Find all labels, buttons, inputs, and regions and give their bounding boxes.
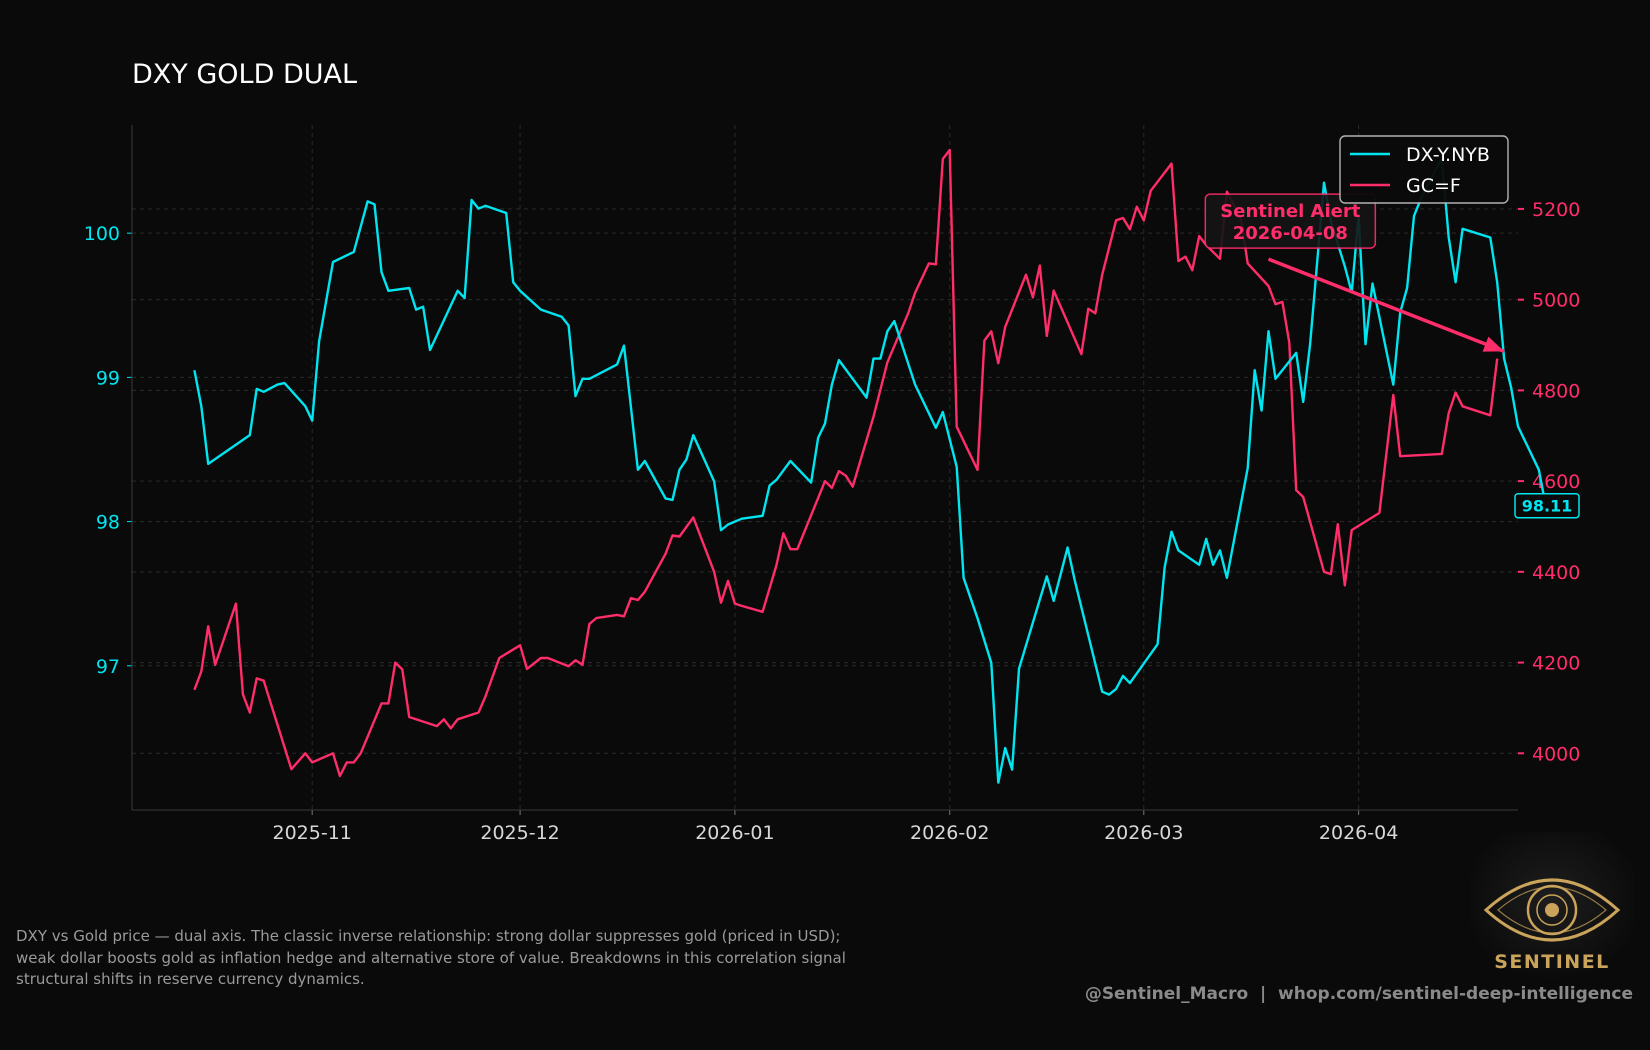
sentinel-logo: SENTINEL xyxy=(1470,832,1635,982)
series-line-dxy xyxy=(193,157,1547,784)
axes: 2025-11 2025-12 2026-01 2026-02 2026-03 2026-… xyxy=(84,125,1580,844)
y-right-tick-label: 5200 xyxy=(1532,199,1580,221)
annotation-label-line1: Sentinel Aiert xyxy=(1220,201,1360,222)
y-left-tick-label: 97 xyxy=(96,656,120,678)
y-left-tick-label: 99 xyxy=(96,367,120,389)
y-right-tick-label: 4400 xyxy=(1532,562,1580,584)
chart-title: DXY GOLD DUAL xyxy=(132,59,357,90)
series-line-gold xyxy=(193,148,1499,778)
y-right-tick-label: 4800 xyxy=(1532,380,1580,402)
x-tick-label: 2025-12 xyxy=(480,822,559,844)
footer-separator: | xyxy=(1259,984,1267,1004)
footer-site[interactable]: whop.com/sentinel-deep-intelligence xyxy=(1278,984,1633,1004)
x-tick-label: 2026-02 xyxy=(910,822,989,844)
x-tick-label: 2025-11 xyxy=(272,822,351,844)
y-right-tick-label: 4200 xyxy=(1532,653,1580,675)
legend-label: DX-Y.NYB xyxy=(1406,144,1490,166)
legend-label: GC=F xyxy=(1406,175,1461,197)
last-value-badge-label: 98.11 xyxy=(1522,497,1573,516)
y-right-tick-label: 4000 xyxy=(1532,743,1580,765)
annotation-arrow-shaft xyxy=(1267,257,1505,354)
logo-text: SENTINEL xyxy=(1494,951,1610,973)
y-right-tick-label: 4600 xyxy=(1532,471,1580,493)
annotation-arrow-head xyxy=(1482,336,1505,352)
x-tick-label: 2026-04 xyxy=(1319,822,1398,844)
footer-handle[interactable]: @Sentinel_Macro xyxy=(1084,984,1249,1004)
x-tick-label: 2026-03 xyxy=(1104,822,1183,844)
x-tick-label: 2026-01 xyxy=(695,822,774,844)
annotation-box xyxy=(1204,193,1377,249)
last-value-badge xyxy=(1514,492,1580,519)
eye-icon xyxy=(1483,878,1621,942)
annotation-label-line2: 2026-04-08 xyxy=(1233,223,1348,244)
y-left-tick-label: 98 xyxy=(96,512,120,534)
legend: DX-Y.NYB GC=F xyxy=(1339,135,1509,204)
footer-credits: @Sentinel_Macro | whop.com/sentinel-deep… xyxy=(1085,984,1633,1004)
chart-caption: DXY vs Gold price — dual axis. The class… xyxy=(16,927,846,988)
y-right-tick-label: 5000 xyxy=(1532,290,1580,312)
y-left-tick-label: 100 xyxy=(84,223,120,245)
